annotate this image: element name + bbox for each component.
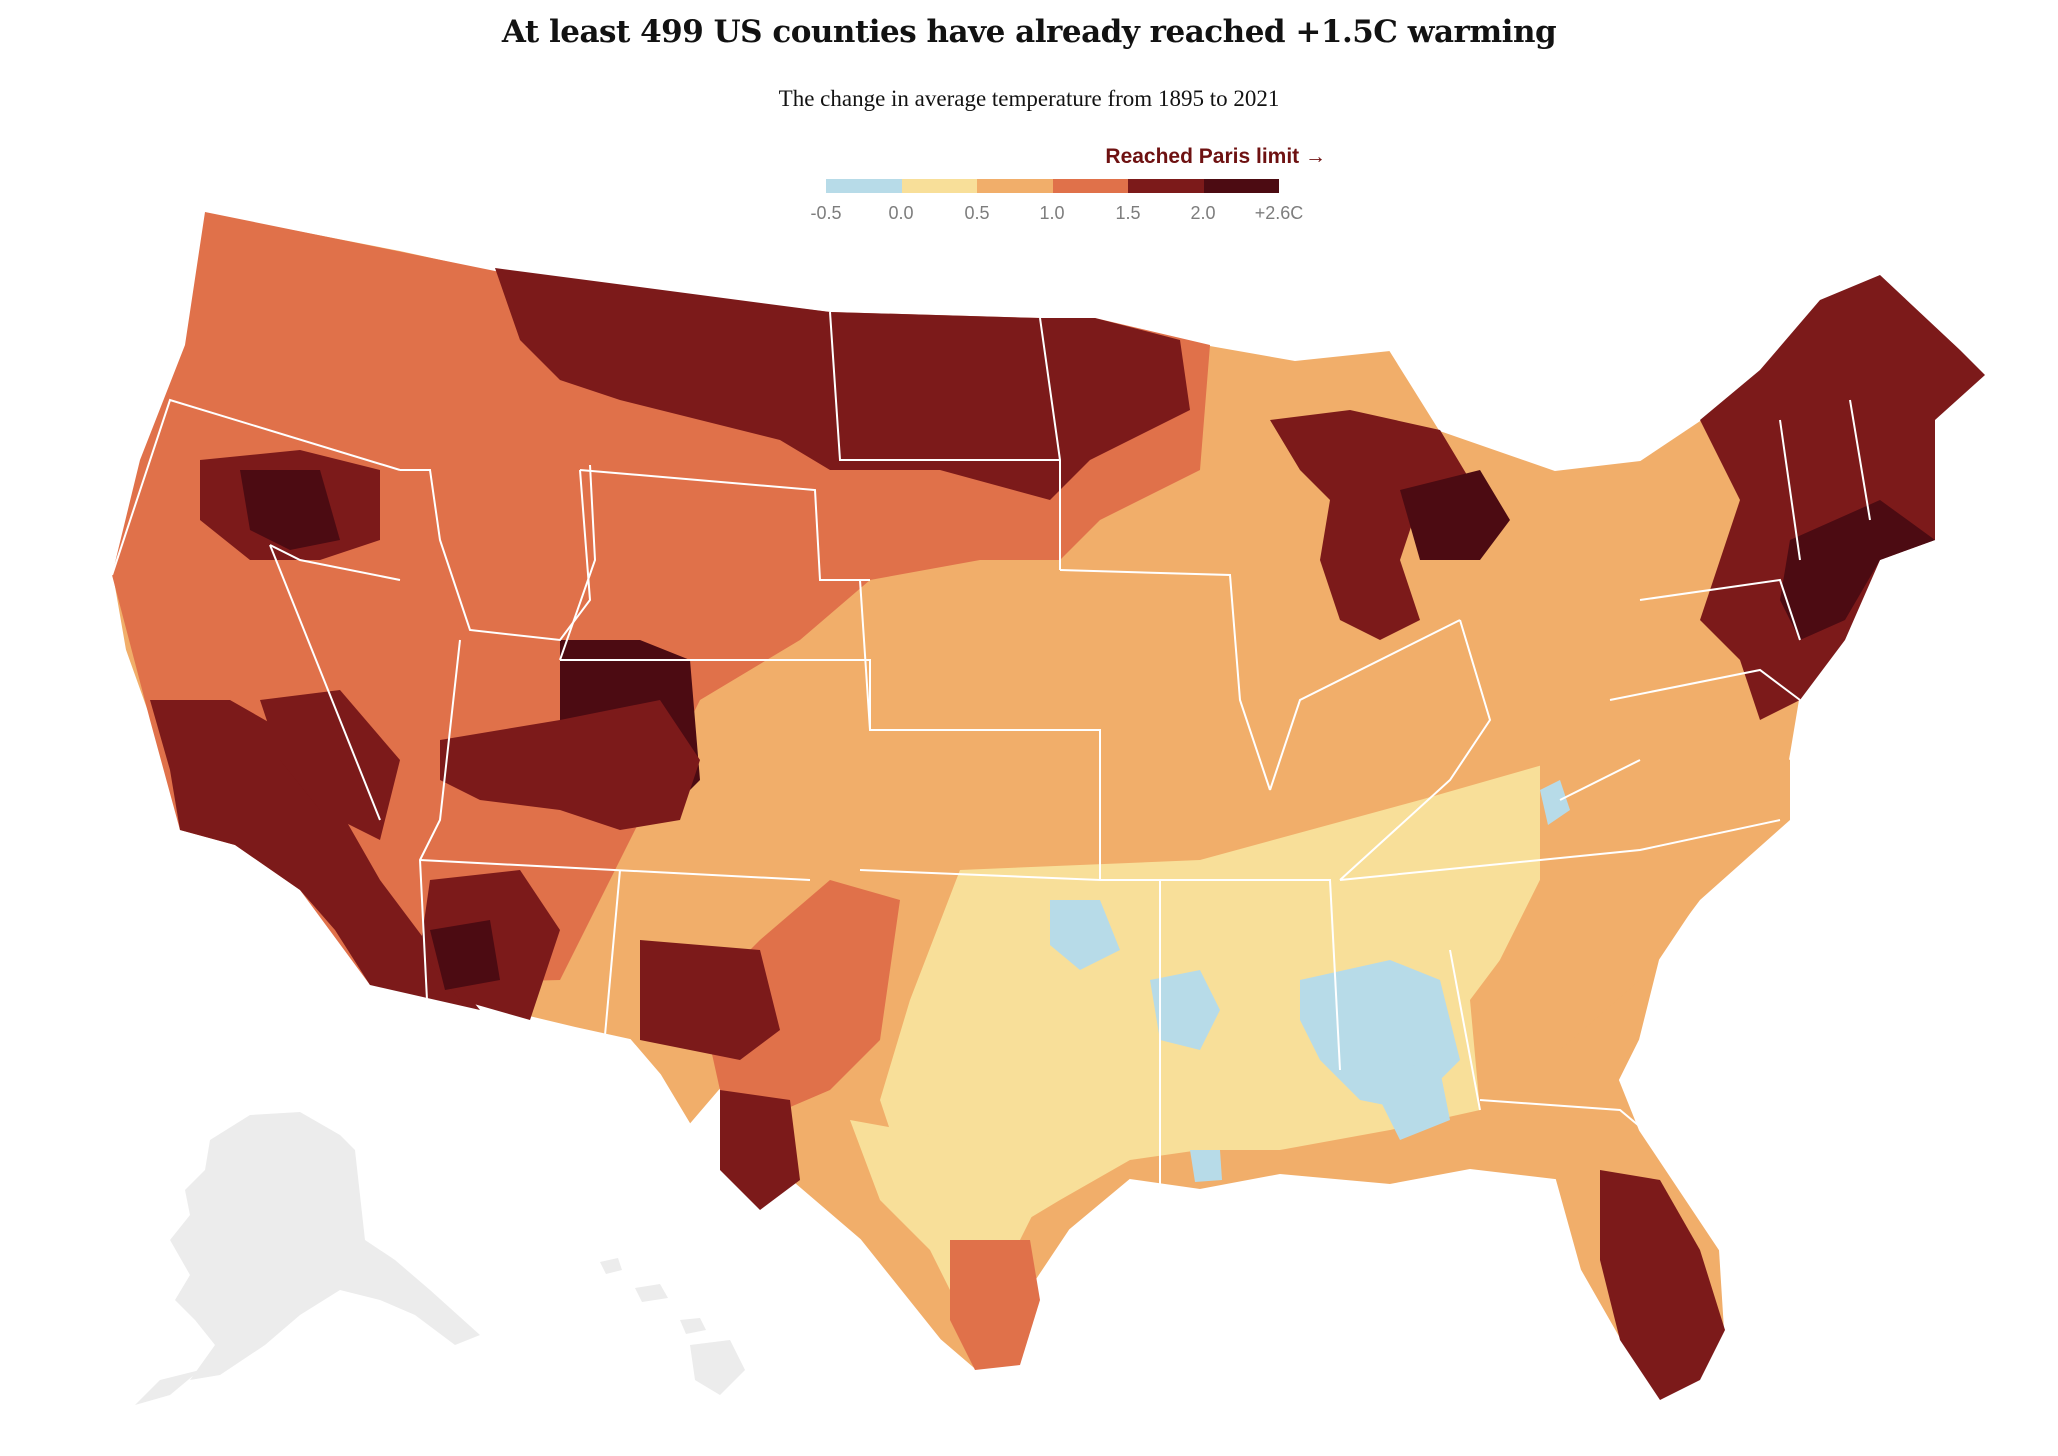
state-border [400, 469, 592, 642]
legend-swatch-05-1 [977, 179, 1053, 193]
state-border [559, 464, 597, 661]
state-border [111, 398, 401, 576]
new-england-2-plus [1780, 500, 1935, 640]
state-border [269, 544, 401, 581]
chart-title: At least 499 US counties have already re… [501, 14, 1557, 50]
hawaii-island [600, 1258, 622, 1274]
alaska [135, 1112, 480, 1405]
state-border [419, 859, 811, 881]
arkansas-cooling [1150, 970, 1220, 1050]
color-legend: Reached Paris limit → -0.5 0.0 0.5 1.0 1… [810, 145, 1326, 235]
legend-color-bar [826, 179, 1279, 193]
legend-swatch-2-plus [1203, 179, 1279, 193]
louisiana-cooling [1190, 1150, 1222, 1182]
state-border [579, 469, 870, 581]
state-border [1479, 1099, 1681, 1161]
state-border [599, 869, 621, 1091]
alaska-shape [170, 1112, 480, 1380]
state-border [859, 579, 1101, 882]
michigan-2-plus [1400, 470, 1510, 560]
mississippi-cooling [1380, 1060, 1450, 1140]
paris-limit-note: Reached Paris limit → [1105, 145, 1326, 168]
hawaii-island [680, 1318, 706, 1334]
state-border [1849, 399, 1871, 521]
alaska-island [135, 1370, 200, 1405]
state-border [269, 544, 381, 821]
northeast-15-2 [1700, 275, 1985, 720]
tennessee-cooling [1540, 780, 1570, 825]
arizona-2-plus [430, 920, 500, 990]
legend-swatch-0-05 [901, 179, 977, 193]
nevada-15-2 [260, 690, 400, 840]
state-border [1639, 578, 1801, 641]
chart-subtitle: The change in average temperature from 1… [778, 86, 1280, 111]
utah-co-15-2 [440, 700, 700, 830]
gulf-coast-texas-1-15 [950, 1240, 1040, 1370]
michigan-15-2 [1270, 410, 1470, 640]
legend-swatch-1-15 [1052, 179, 1128, 193]
state-border [1609, 668, 1801, 701]
southeast-05-1 [1490, 700, 1790, 1060]
state-border [1779, 419, 1801, 561]
hawaii-island [690, 1340, 745, 1395]
legend-tick: 2.0 [1190, 203, 1216, 223]
warming-regions [112, 212, 1985, 1400]
southern-california-15-2 [150, 700, 480, 1010]
legend-swatch-15-2 [1128, 179, 1204, 193]
hawaii [600, 1258, 745, 1395]
state-border [418, 639, 461, 1061]
legend-swatch-cooling [826, 179, 902, 193]
hawaii-island [635, 1284, 668, 1302]
mt-nd-mn-15-2 [495, 268, 1190, 500]
ohio-valley-05-1 [1300, 600, 1600, 760]
oregon-2-plus [240, 470, 340, 550]
state-border [560, 659, 871, 730]
state-borders [111, 311, 1871, 1190]
new-mexico-15-2 [640, 940, 780, 1060]
state-border [1559, 759, 1641, 801]
state-border [1269, 619, 1461, 791]
west-texas-1-15 [700, 880, 900, 1120]
legend-tick: 0.5 [964, 203, 990, 223]
legend-tick: 1.5 [1115, 203, 1141, 223]
state-border [829, 311, 1060, 461]
legend-tick: +2.6C [1254, 203, 1304, 223]
state-border [1449, 949, 1481, 1111]
legend-tick: 1.0 [1039, 203, 1065, 223]
west-texas-15-2 [720, 1090, 800, 1210]
state-border [1039, 317, 1061, 570]
florida-15-2 [1600, 1170, 1725, 1400]
state-border [1059, 569, 1271, 791]
oklahoma-cooling [1050, 900, 1120, 970]
legend-tick: -0.5 [810, 203, 842, 223]
state-border [1339, 619, 1492, 881]
legend-ticks: -0.5 0.0 0.5 1.0 1.5 2.0 +2.6C [810, 203, 1326, 227]
state-border [1339, 819, 1781, 881]
legend-tick: 0.0 [888, 203, 914, 223]
plains-05-1 [860, 560, 1430, 900]
state-border [1100, 879, 1341, 1071]
